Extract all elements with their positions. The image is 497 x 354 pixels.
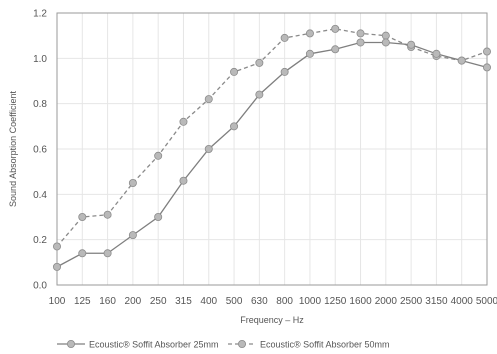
x-tick-label: 1250 xyxy=(324,296,347,307)
data-point-series-2 xyxy=(154,151,163,160)
data-point-series-2 xyxy=(255,58,264,67)
data-point-series-1 xyxy=(179,176,188,185)
y-tick-label: 1.0 xyxy=(33,54,47,65)
legend: Ecoustic® Soffit Absorber 25mm Ecoustic® … xyxy=(57,340,390,350)
x-tick-label: 800 xyxy=(276,296,293,307)
data-point-series-2 xyxy=(128,178,137,187)
y-axis-ticks: 0.0 0.2 0.4 0.6 0.8 1.0 1.2 xyxy=(33,9,47,292)
data-point-series-1 xyxy=(457,56,466,65)
x-axis-ticks: 100 125 160 200 250 315 400 500 630 800 1000 1250 16… xyxy=(49,296,497,307)
data-point-series-1 xyxy=(154,212,163,221)
series-layer xyxy=(53,24,491,271)
data-point-series-1 xyxy=(103,249,112,258)
x-tick-label: 315 xyxy=(175,296,192,307)
x-tick-label: 200 xyxy=(125,296,142,307)
x-tick-label: 1600 xyxy=(349,296,372,307)
data-point-series-2 xyxy=(305,29,314,38)
legend-marker-2 xyxy=(237,339,246,348)
x-tick-label: 500 xyxy=(226,296,243,307)
y-tick-label: 0.4 xyxy=(33,190,47,201)
x-tick-label: 1000 xyxy=(299,296,322,307)
y-tick-label: 0.2 xyxy=(33,235,47,246)
data-point-series-1 xyxy=(482,63,491,72)
data-point-series-2 xyxy=(179,117,188,126)
x-tick-label: 125 xyxy=(74,296,91,307)
data-point-series-1 xyxy=(305,49,314,58)
data-point-series-1 xyxy=(280,67,289,76)
x-tick-label: 160 xyxy=(99,296,116,307)
y-axis-title: Sound Absorption Coefficient xyxy=(8,91,18,207)
series-line-2 xyxy=(56,28,488,247)
data-point-series-2 xyxy=(53,242,62,251)
data-point-series-1 xyxy=(331,45,340,54)
x-tick-label: 400 xyxy=(200,296,217,307)
y-tick-label: 1.2 xyxy=(33,9,47,20)
legend-label-1: Ecoustic® Soffit Absorber 25mm xyxy=(89,340,219,350)
x-tick-label: 5000 xyxy=(476,296,497,307)
legend-marker-1 xyxy=(67,339,76,348)
data-point-series-1 xyxy=(407,40,416,49)
y-tick-label: 0.0 xyxy=(33,281,47,292)
data-point-series-2 xyxy=(204,95,213,104)
data-point-series-2 xyxy=(381,31,390,40)
data-point-series-2 xyxy=(356,29,365,38)
data-point-series-2 xyxy=(230,67,239,76)
plot-frame xyxy=(56,12,488,286)
data-point-series-1 xyxy=(356,38,365,47)
data-point-series-2 xyxy=(331,24,340,33)
x-tick-label: 2500 xyxy=(400,296,423,307)
x-axis-title: Frequency – Hz xyxy=(240,315,304,325)
data-point-series-1 xyxy=(432,49,441,58)
x-tick-label: 2000 xyxy=(375,296,398,307)
data-point-series-1 xyxy=(381,38,390,47)
data-point-series-2 xyxy=(78,212,87,221)
legend-label-2: Ecoustic® Soffit Absorber 50mm xyxy=(260,340,390,350)
data-point-series-1 xyxy=(53,262,62,271)
x-tick-label: 100 xyxy=(49,296,66,307)
data-point-series-1 xyxy=(128,231,137,240)
y-tick-label: 0.8 xyxy=(33,99,47,110)
x-tick-label: 250 xyxy=(150,296,167,307)
data-point-series-1 xyxy=(78,249,87,258)
y-tick-label: 0.6 xyxy=(33,145,47,156)
data-point-series-1 xyxy=(255,90,264,99)
x-tick-label: 4000 xyxy=(451,296,474,307)
x-tick-label: 3150 xyxy=(425,296,448,307)
data-point-series-2 xyxy=(103,210,112,219)
data-point-series-1 xyxy=(204,144,213,153)
data-point-series-1 xyxy=(230,122,239,131)
x-tick-label: 630 xyxy=(251,296,268,307)
data-point-series-2 xyxy=(482,47,491,56)
data-point-series-2 xyxy=(280,33,289,42)
series-line-1 xyxy=(56,41,488,268)
